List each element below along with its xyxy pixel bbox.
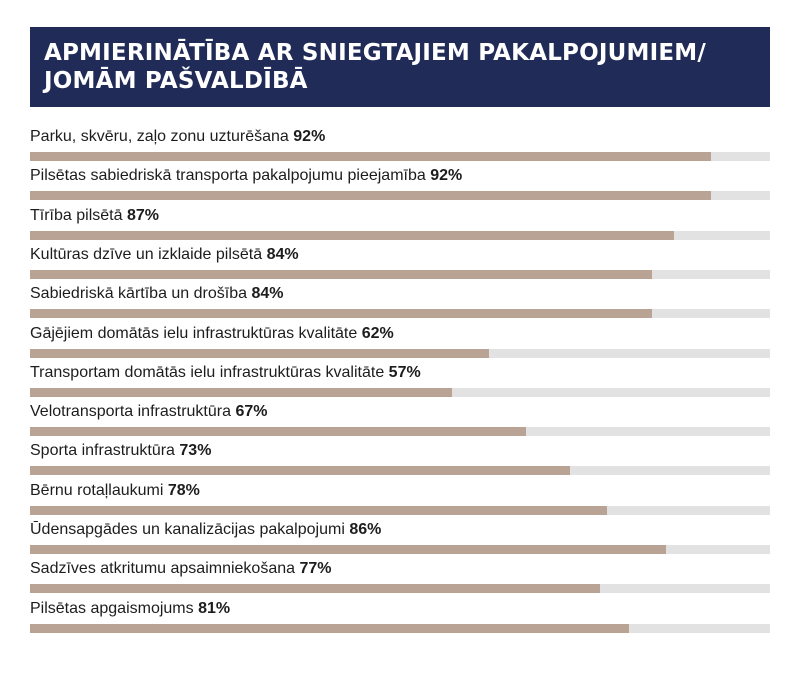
bar: [30, 387, 452, 397]
value-label: 87%: [126, 206, 159, 224]
chart-header: APMIERINĀTĪBA AR SNIEGTAJIEM PAKALPOJUMI…: [30, 27, 770, 107]
category-label: Transportam domātās ielu infrastruktūras…: [30, 363, 385, 381]
bar-label: Sadzīves atkritumu apsaimniekošana 77%: [30, 560, 332, 578]
category-label: Velotransporta infrastruktūra: [30, 403, 231, 421]
bar-label: Sabiedriskā kārtība un drošība 84%: [30, 285, 284, 303]
category-label: Kultūras dzīve un izklaide pilsētā: [30, 245, 263, 263]
bar: [30, 230, 674, 240]
bar-track: [30, 466, 770, 476]
bar-track: [30, 152, 770, 161]
bar-label: Sporta infrastruktūra 73%: [30, 442, 211, 460]
bar-row: Tīrība pilsētā 87%: [30, 207, 770, 244]
bar-row: Parku, skvēru, zaļo zonu uzturēšana 92%: [30, 128, 770, 165]
chart-title: APMIERINĀTĪBA AR SNIEGTAJIEM PAKALPOJUMI…: [44, 39, 756, 95]
bar: [30, 348, 489, 358]
value-label: 62%: [361, 324, 394, 342]
category-label: Parku, skvēru, zaļo zonu uzturēšana: [30, 128, 289, 145]
value-label: 84%: [266, 245, 299, 263]
value-label: 67%: [235, 403, 268, 421]
bar-track: [30, 191, 770, 201]
bar-label: Pilsētas sabiedriskā transporta pakalpoj…: [30, 167, 462, 185]
category-label: Pilsētas apgaismojums: [30, 599, 194, 617]
category-label: Ūdensapgādes un kanalizācijas pakalpojum…: [30, 521, 345, 538]
value-label: 73%: [179, 442, 212, 460]
bar-track: [30, 309, 770, 319]
category-label: Tīrība pilsētā: [30, 206, 123, 224]
bar: [30, 309, 652, 319]
bar-track: [30, 427, 770, 437]
bar: [30, 545, 667, 554]
value-label: 81%: [198, 599, 231, 617]
bar-track: [30, 623, 770, 633]
category-label: Gājējiem domātās ielu infrastruktūras kv…: [30, 324, 358, 342]
bar-row: Pilsētas sabiedriskā transporta pakalpoj…: [30, 167, 770, 204]
bar: [30, 191, 711, 201]
bar: [30, 584, 600, 594]
bar-label: Tīrība pilsētā 87%: [30, 207, 159, 225]
bar: [30, 623, 630, 633]
bar-row: Sporta infrastruktūra 73%: [30, 442, 770, 479]
value-label: 57%: [388, 363, 421, 381]
chart-title-line-1: APMIERINĀTĪBA AR SNIEGTAJIEM PAKALPOJUMI…: [44, 40, 706, 66]
bar-label: Pilsētas apgaismojums 81%: [30, 600, 230, 618]
bar-row: Ūdensapgādes un kanalizācijas pakalpojum…: [30, 521, 770, 558]
bar: [30, 505, 608, 515]
category-label: Sadzīves atkritumu apsaimniekošana: [30, 560, 296, 578]
bar-label: Kultūras dzīve un izklaide pilsētā 84%: [30, 246, 299, 264]
bar-track: [30, 269, 770, 279]
bar: [30, 427, 526, 437]
bar-label: Parku, skvēru, zaļo zonu uzturēšana 92%: [30, 128, 325, 146]
bar-label: Transportam domātās ielu infrastruktūras…: [30, 364, 421, 382]
value-label: 84%: [251, 285, 284, 303]
bar-label: Velotransporta infrastruktūra 67%: [30, 403, 267, 421]
value-label: 77%: [299, 560, 332, 578]
bar-track: [30, 230, 770, 240]
bar-row: Kultūras dzīve un izklaide pilsētā 84%: [30, 246, 770, 283]
bar-row: Pilsētas apgaismojums 81%: [30, 600, 770, 637]
bar-track: [30, 505, 770, 515]
category-label: Pilsētas sabiedriskā transporta pakalpoj…: [30, 167, 426, 185]
chart-title-line-2: JOMĀM PAŠVALDĪBĀ: [44, 68, 308, 94]
bar-label: Bērnu rotaļlaukumi 78%: [30, 482, 200, 500]
bar-label: Ūdensapgādes un kanalizācijas pakalpojum…: [30, 521, 381, 539]
bar-row: Velotransporta infrastruktūra 67%: [30, 403, 770, 440]
value-label: 78%: [167, 481, 200, 499]
value-label: 86%: [349, 521, 382, 538]
bar-track: [30, 387, 770, 397]
value-label: 92%: [430, 167, 463, 185]
bar: [30, 466, 571, 476]
bar-track: [30, 545, 770, 554]
category-label: Bērnu rotaļlaukumi: [30, 481, 164, 499]
bar-row: Sabiedriskā kārtība un drošība 84%: [30, 285, 770, 322]
bar-row: Gājējiem domātās ielu infrastruktūras kv…: [30, 325, 770, 362]
category-label: Sabiedriskā kārtība un drošība: [30, 285, 248, 303]
bar-track: [30, 348, 770, 358]
bar-row: Transportam domātās ielu infrastruktūras…: [30, 364, 770, 401]
bar: [30, 269, 652, 279]
value-label: 92%: [293, 128, 326, 145]
bar: [30, 152, 711, 161]
bar-label: Gājējiem domātās ielu infrastruktūras kv…: [30, 325, 394, 343]
bar-row: Sadzīves atkritumu apsaimniekošana 77%: [30, 560, 770, 597]
category-label: Sporta infrastruktūra: [30, 442, 175, 460]
bar-track: [30, 584, 770, 594]
bar-row: Bērnu rotaļlaukumi 78%: [30, 482, 770, 519]
